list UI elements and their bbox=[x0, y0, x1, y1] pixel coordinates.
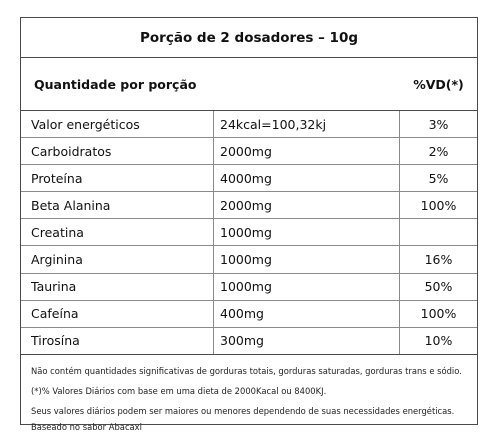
table-row: Tirosína 300mg 10% bbox=[21, 327, 477, 355]
footnote-individual-needs: Seus valores diários podem ser maiores o… bbox=[31, 406, 455, 416]
footnote-not-significant: Não contém quantidades significativas de… bbox=[31, 366, 462, 376]
table-row: Proteína 4000mg 5% bbox=[21, 165, 477, 193]
table-header-row: Quantidade por porção %VD(*) bbox=[21, 58, 477, 111]
table-row: Beta Alanina 2000mg 100% bbox=[21, 192, 477, 220]
nutrient-name: Beta Alanina bbox=[21, 192, 214, 219]
nutrient-name: Proteína bbox=[21, 165, 214, 192]
nutrient-amount: 1000mg bbox=[214, 246, 400, 273]
nutrient-amount: 2000mg bbox=[214, 138, 400, 165]
nutrient-name: Valor energéticos bbox=[21, 111, 214, 138]
nutrient-amount: 1000mg bbox=[214, 273, 400, 300]
nutrient-name: Cafeína bbox=[21, 300, 214, 327]
table-row: Valor energéticos 24kcal=100,32kj 3% bbox=[21, 111, 477, 139]
nutrient-name: Taurina bbox=[21, 273, 214, 300]
nutrient-vd: 10% bbox=[424, 333, 453, 349]
footnote-flavor: Baseado no sabor Abacaxi bbox=[31, 422, 142, 432]
nutrient-amount: 4000mg bbox=[214, 165, 400, 192]
nutrient-amount: 400mg bbox=[214, 300, 400, 327]
table-row: Taurina 1000mg 50% bbox=[21, 273, 477, 301]
nutrient-vd: 3% bbox=[428, 116, 449, 132]
nutrient-name: Creatina bbox=[21, 219, 214, 246]
nutrient-name: Carboidratos bbox=[21, 138, 214, 165]
header-daily-value: %VD(*) bbox=[413, 76, 464, 92]
table-row: Cafeína 400mg 100% bbox=[21, 300, 477, 328]
nutrition-facts-table: Porção de 2 dosadores – 10g Quantidade p… bbox=[20, 17, 478, 432]
table-row: Arginina 1000mg 16% bbox=[21, 246, 477, 274]
table-row: Creatina 1000mg bbox=[21, 219, 477, 247]
nutrient-rows: Valor energéticos 24kcal=100,32kj 3% Car… bbox=[21, 111, 477, 355]
header-quantity-per-serving: Quantidade por porção bbox=[34, 76, 197, 92]
nutrient-vd: 50% bbox=[424, 279, 453, 295]
nutrient-name: Tirosína bbox=[21, 327, 214, 354]
nutrient-vd: 5% bbox=[428, 170, 449, 186]
nutrient-amount: 24kcal=100,32kj bbox=[214, 111, 400, 138]
nutrient-vd: 16% bbox=[424, 252, 453, 268]
footnotes: Não contém quantidades significativas de… bbox=[21, 355, 477, 435]
table-row: Carboidratos 2000mg 2% bbox=[21, 138, 477, 166]
nutrient-amount: 300mg bbox=[214, 327, 400, 354]
nutrient-amount: 2000mg bbox=[214, 192, 400, 219]
nutrient-vd: 100% bbox=[420, 197, 457, 213]
nutrient-amount: 1000mg bbox=[214, 219, 400, 246]
serving-size-title: Porção de 2 dosadores – 10g bbox=[21, 18, 477, 58]
nutrient-name: Arginina bbox=[21, 246, 214, 273]
nutrient-vd: 100% bbox=[420, 306, 457, 322]
footnote-daily-values: (*)% Valores Diários com base em uma die… bbox=[31, 386, 327, 396]
nutrient-vd: 2% bbox=[428, 143, 449, 159]
